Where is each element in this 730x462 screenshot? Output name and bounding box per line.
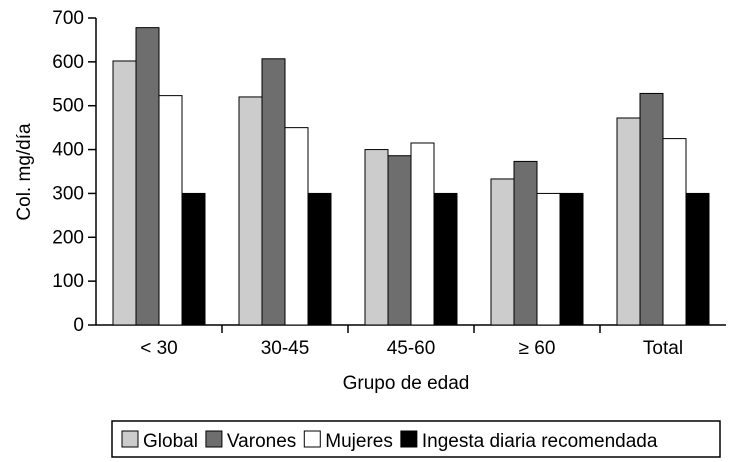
legend-label: Varones	[227, 431, 296, 452]
bar	[559, 192, 584, 326]
y-tick-label: 500	[52, 96, 84, 117]
y-tick-label: 400	[52, 140, 84, 161]
bar	[364, 149, 389, 326]
bar	[284, 127, 309, 326]
legend-label: Ingesta diaria recomendada	[422, 431, 658, 452]
x-tick-label: < 30	[140, 338, 178, 359]
y-tick-label: 600	[52, 52, 84, 73]
y-tick-label: 300	[52, 183, 84, 204]
legend-swatch	[303, 430, 321, 448]
y-tick-label: 200	[52, 227, 84, 248]
legend-swatch	[400, 430, 418, 448]
legend: Global Varones Mujeres Ingesta diaria recom…	[111, 420, 721, 458]
bar	[158, 95, 183, 326]
bar	[181, 192, 206, 326]
bar	[387, 155, 412, 326]
bar	[307, 192, 332, 326]
bar	[135, 27, 160, 326]
bar	[685, 192, 710, 326]
x-tick-label: 30-45	[261, 338, 310, 359]
bar	[490, 178, 515, 326]
x-axis-title: Grupo de edad	[343, 373, 470, 394]
y-axis-title: Col. mg/día	[14, 123, 35, 221]
bar	[261, 58, 286, 326]
x-tick-label: 45-60	[387, 338, 436, 359]
bar	[662, 138, 687, 326]
legend-swatch	[205, 430, 223, 448]
bar	[112, 60, 137, 326]
y-tick-label: 0	[73, 315, 84, 336]
plot-area: 0 100 200 300 400 500 600 700 < 30 30-45 45-60 ≥ 60…	[52, 8, 726, 359]
x-tick-label: Total	[643, 338, 683, 359]
bar	[433, 192, 458, 326]
legend-label: Global	[143, 431, 198, 452]
legend-swatch	[121, 430, 139, 448]
y-tick-label: 100	[52, 271, 84, 292]
y-tick-label: 700	[52, 8, 84, 29]
bar	[536, 192, 561, 326]
bar	[513, 160, 538, 326]
bar	[639, 92, 664, 326]
legend-label: Mujeres	[325, 431, 393, 452]
bar	[616, 117, 641, 326]
bar	[238, 96, 263, 326]
bar	[410, 142, 435, 326]
x-tick-label: ≥ 60	[519, 338, 556, 359]
